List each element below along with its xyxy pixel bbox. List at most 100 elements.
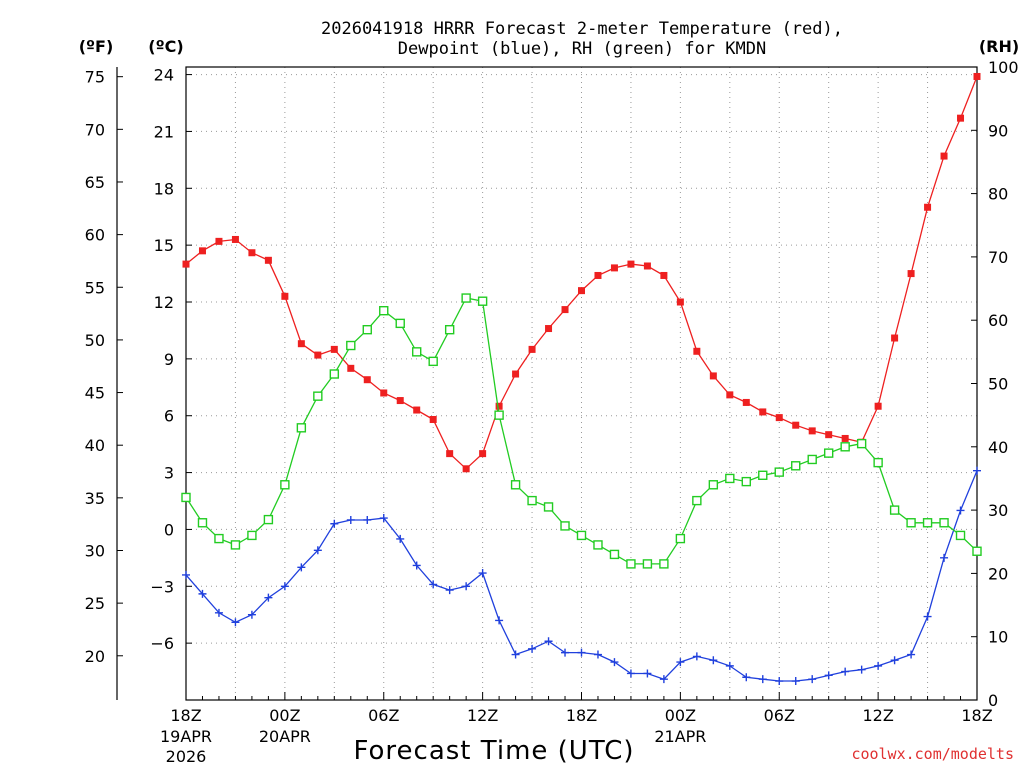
- temperature-point: [297, 340, 305, 348]
- rh-unit-label: (RH): [979, 37, 1019, 56]
- rh-tick-label: 100: [988, 58, 1019, 77]
- dewpoint-point: [280, 582, 289, 591]
- temperature-point: [676, 298, 684, 306]
- temperature-point: [545, 325, 553, 333]
- fahrenheit-tick-label: 70: [85, 120, 105, 139]
- rh-point: [362, 324, 372, 335]
- temperature-point: [709, 372, 717, 380]
- dewpoint-point: [742, 673, 751, 682]
- dewpoint-point: [725, 661, 734, 670]
- dewpoint-point: [528, 644, 537, 653]
- celsius-tick-label: 18: [154, 179, 174, 198]
- rh-point: [955, 530, 966, 541]
- dewpoint-point: [758, 675, 767, 684]
- temperature-point: [330, 345, 338, 353]
- temperature-point: [429, 416, 437, 424]
- chart-title-line1: 2026041918 HRRR Forecast 2-meter Tempera…: [321, 19, 843, 39]
- dewpoint-point: [544, 637, 553, 646]
- rh-tick-label: 80: [988, 185, 1008, 204]
- dewpoint-point: [478, 569, 487, 578]
- dewpoint-point: [923, 612, 932, 621]
- rh-point: [477, 296, 488, 306]
- temperature-point: [347, 364, 355, 372]
- rh-tick-label: 50: [988, 375, 1008, 394]
- celsius-tick-label: 3: [164, 464, 174, 483]
- dewpoint-point: [363, 515, 372, 524]
- rh-point: [494, 410, 504, 420]
- temperature-point: [924, 203, 932, 211]
- celsius-tick-label: 6: [164, 407, 174, 426]
- dewpoint-point: [577, 648, 586, 657]
- rh-point: [379, 306, 389, 316]
- temperature-point: [215, 237, 223, 245]
- rh-point: [263, 514, 274, 525]
- dewpoint-point: [841, 667, 850, 676]
- fahrenheit-tick-label: 75: [85, 68, 105, 87]
- rh-point: [197, 518, 208, 528]
- rh-point: [972, 546, 982, 556]
- celsius-axis: 24 21 18 15 12 9 6 3 0 −3 −6: [150, 66, 192, 653]
- dewpoint-point: [231, 618, 240, 627]
- credit-link[interactable]: coolwx.com/modelts: [851, 745, 1014, 763]
- time-tick-label: 06Z: [368, 706, 399, 725]
- dewpoint-point: [264, 593, 273, 602]
- dewpoint-point: [610, 658, 619, 667]
- rh-point: [296, 423, 307, 433]
- dewpoint-point: [379, 514, 388, 523]
- temperature-point: [891, 334, 899, 342]
- time-tick-label: 18Z: [961, 706, 992, 725]
- temperature-point: [973, 72, 981, 80]
- fahrenheit-tick-label: 40: [85, 436, 105, 455]
- fahrenheit-tick-label: 25: [85, 594, 105, 613]
- dewpoint-point: [692, 652, 701, 661]
- rh-point: [313, 391, 323, 401]
- temperature-point: [198, 247, 206, 255]
- celsius-tick-label: 24: [154, 66, 174, 85]
- rh-point: [889, 505, 900, 515]
- dewpoint-point: [198, 589, 207, 598]
- x-axis-title: Forecast Time (UTC): [353, 736, 634, 766]
- temperature-point: [314, 351, 322, 359]
- rh-point: [922, 518, 933, 528]
- rh-point: [543, 502, 554, 512]
- time-tick-label: 18Z: [170, 706, 201, 725]
- rh-point: [675, 533, 686, 544]
- fahrenheit-tick-label: 30: [85, 541, 105, 560]
- temperature-point: [775, 414, 783, 422]
- chart-title-line2: Dewpoint (blue), RH (green) for KMDN: [398, 39, 766, 59]
- fahrenheit-unit-label: (ºF): [79, 37, 114, 56]
- temperature-point: [264, 256, 272, 264]
- dewpoint-point: [890, 656, 899, 665]
- fahrenheit-axis: 75 70 65 60 55 50 45 40 35 30 25 20: [85, 68, 123, 666]
- dewpoint-point: [940, 553, 949, 562]
- dewpoint-point: [791, 677, 800, 686]
- celsius-tick-label: 9: [164, 350, 174, 369]
- rh-point: [329, 369, 340, 379]
- gridlines: [186, 67, 977, 700]
- rh-tick-label: 10: [988, 628, 1008, 647]
- temperature-point: [396, 397, 404, 405]
- rh-point: [181, 492, 191, 503]
- rh-tick-label: 0: [988, 691, 998, 710]
- rh-point: [659, 559, 669, 569]
- temperature-point: [462, 465, 470, 473]
- time-tick-label: 06Z: [764, 706, 795, 725]
- rh-point: [560, 521, 570, 531]
- rh-point: [692, 495, 702, 506]
- rh-point: [576, 530, 587, 541]
- temperature-point: [627, 260, 635, 268]
- temperature-point: [825, 431, 833, 439]
- dewpoint-point: [495, 616, 504, 625]
- temperature-point: [759, 408, 767, 416]
- rh-point: [873, 457, 883, 468]
- rh-point: [741, 476, 751, 487]
- rh-tick-label: 60: [988, 311, 1008, 330]
- celsius-tick-label: −6: [150, 634, 174, 653]
- dewpoint-point: [247, 610, 256, 619]
- dewpoint-point: [214, 608, 223, 617]
- dewpoint-point: [907, 650, 916, 659]
- rh-point: [461, 293, 471, 303]
- dewpoint-point: [561, 648, 570, 657]
